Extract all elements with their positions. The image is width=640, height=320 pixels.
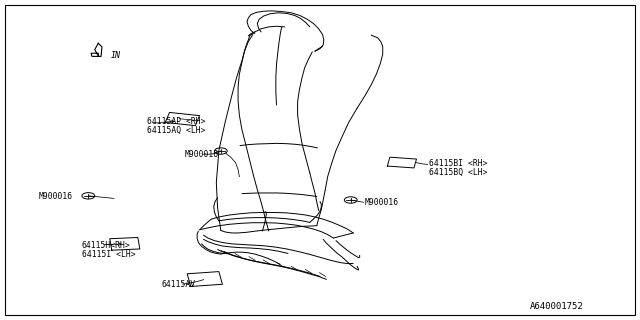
Text: 64115BQ <LH>: 64115BQ <LH> xyxy=(429,168,487,177)
Text: 64115AP <RH>: 64115AP <RH> xyxy=(147,117,205,126)
Text: A640001752: A640001752 xyxy=(530,302,584,311)
Text: M900016: M900016 xyxy=(365,198,399,207)
Text: IN: IN xyxy=(111,51,121,60)
Text: 64115AV: 64115AV xyxy=(161,280,195,289)
Text: 64115BI <RH>: 64115BI <RH> xyxy=(429,159,487,168)
Text: M900016: M900016 xyxy=(38,192,72,201)
Text: 64115H<RH>: 64115H<RH> xyxy=(82,241,131,250)
Text: 64115I <LH>: 64115I <LH> xyxy=(82,250,136,259)
Text: M900016: M900016 xyxy=(184,150,218,159)
Text: 64115AQ <LH>: 64115AQ <LH> xyxy=(147,126,205,135)
